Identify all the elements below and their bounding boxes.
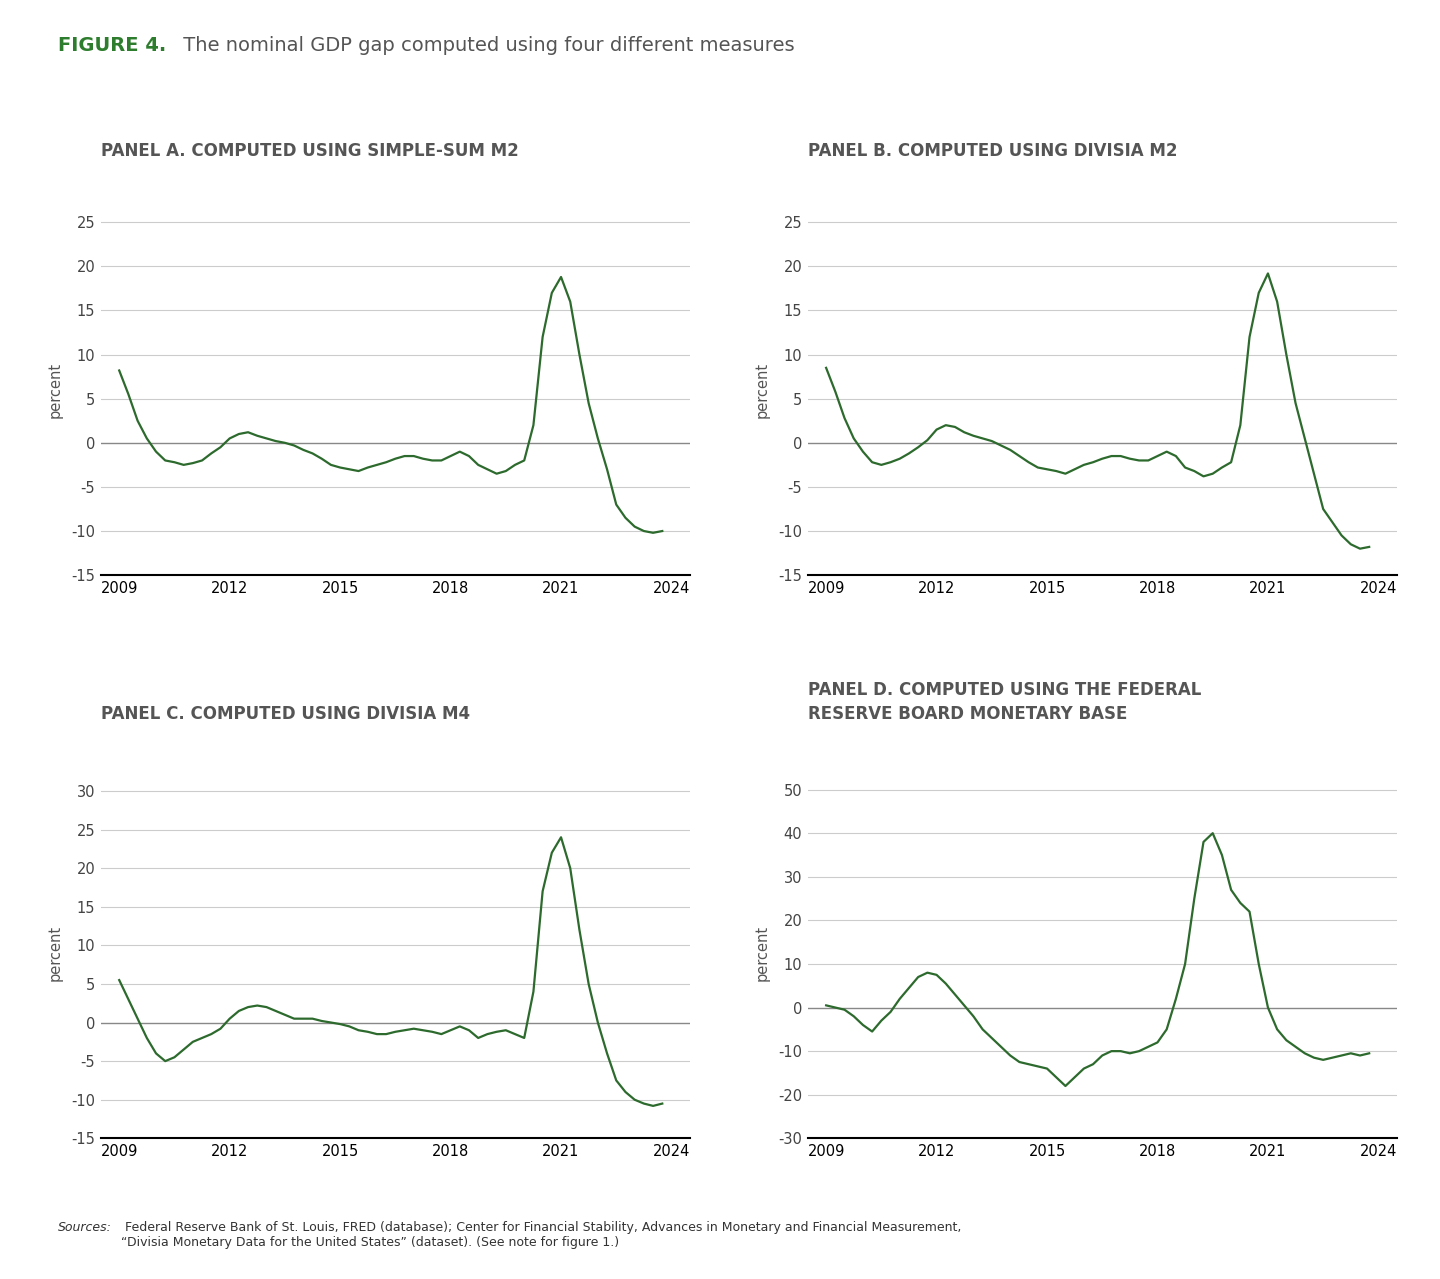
Text: The nominal GDP gap computed using four different measures: The nominal GDP gap computed using four … [177, 36, 795, 55]
Text: PANEL D. COMPUTED USING THE FEDERAL
RESERVE BOARD MONETARY BASE: PANEL D. COMPUTED USING THE FEDERAL RESE… [808, 682, 1201, 723]
Text: PANEL B. COMPUTED USING DIVISIA M2: PANEL B. COMPUTED USING DIVISIA M2 [808, 142, 1178, 160]
Y-axis label: percent: percent [755, 362, 770, 418]
Text: Sources:: Sources: [58, 1221, 111, 1234]
Y-axis label: percent: percent [48, 925, 63, 981]
Text: PANEL A. COMPUTED USING SIMPLE-SUM M2: PANEL A. COMPUTED USING SIMPLE-SUM M2 [101, 142, 518, 160]
Y-axis label: percent: percent [48, 362, 63, 418]
Text: FIGURE 4.: FIGURE 4. [58, 36, 166, 55]
Text: Federal Reserve Bank of St. Louis, FRED (database); Center for Financial Stabili: Federal Reserve Bank of St. Louis, FRED … [121, 1221, 962, 1250]
Y-axis label: percent: percent [755, 925, 770, 981]
Text: PANEL C. COMPUTED USING DIVISIA M4: PANEL C. COMPUTED USING DIVISIA M4 [101, 705, 469, 723]
